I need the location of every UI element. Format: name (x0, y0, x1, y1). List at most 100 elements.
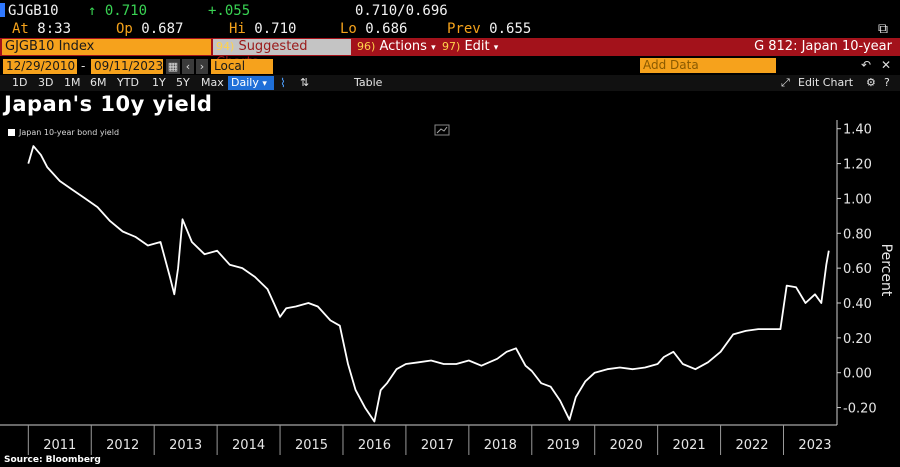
legend-label: Japan 10-year bond yield (18, 128, 119, 137)
prev-label: Prev (447, 21, 481, 37)
low-value: 0.686 (365, 21, 408, 37)
line-chart: 1.40 1.20 1.00 0.80 0.60 0.40 0.20 0.00 -0.20 20… (0, 120, 894, 455)
time-value: 8:33 (37, 21, 72, 37)
end-date-field[interactable]: 09/11/2023 (91, 59, 163, 74)
y-tick-label: -0.20 (843, 402, 877, 417)
prev-range-icon[interactable]: ‹ (182, 59, 194, 74)
edit-chart-icon[interactable]: ⤢ (781, 76, 790, 89)
actions-label: Actions (379, 39, 427, 54)
y-tick-label: 0.20 (843, 332, 872, 347)
x-tick-label: 2013 (169, 438, 202, 453)
bar-type-icon[interactable]: ⇅ (300, 76, 310, 89)
time-label: At (12, 21, 29, 37)
caret-down-icon: ▾ (493, 43, 499, 53)
y-tick-label: 0.00 (843, 367, 872, 382)
add-data-input[interactable]: Add Data (640, 58, 776, 73)
help-icon[interactable]: ? (884, 76, 890, 89)
period-1y[interactable]: 1Y (152, 76, 166, 89)
period-6m[interactable]: 6M (90, 76, 107, 89)
prev-value: 0.655 (489, 21, 532, 37)
chart-id: G 812: Japan 10-year (754, 39, 892, 54)
y-tick-label: 1.40 (843, 123, 872, 138)
x-tick-label: 2012 (106, 438, 139, 453)
frequency-select[interactable]: Daily ▾ (228, 76, 274, 90)
high-value: 0.710 (254, 21, 297, 37)
x-tick-label: 2016 (358, 438, 391, 453)
low-label: Lo (340, 21, 357, 37)
chart-type-toggle-icon[interactable] (434, 124, 450, 136)
date-separator: - (81, 59, 86, 73)
ticker-symbol[interactable]: GJGB10 (8, 3, 59, 19)
period-max[interactable]: Max (201, 76, 224, 89)
y-tick-label: 0.60 (843, 262, 872, 277)
popout-icon[interactable]: ⧉ (878, 21, 888, 37)
open-value: 0.687 (141, 21, 184, 37)
y-axis: 1.40 1.20 1.00 0.80 0.60 0.40 0.20 0.00 -0.20 (837, 123, 877, 417)
period-toolbar: 1D 3D 1M 6M YTD 1Y 5Y Max Daily ▾ ⌇ ⇅ Ta… (0, 75, 900, 91)
low-field: Lo 0.686 (340, 20, 407, 38)
calendar-icon[interactable]: ▦ (166, 59, 180, 74)
y-tick-label: 0.40 (843, 297, 872, 312)
x-tick-label: 2019 (547, 438, 580, 453)
series-line-japan-10y (27, 145, 830, 423)
start-date-field[interactable]: 12/29/2010 (3, 59, 77, 74)
x-tick-label: 2017 (421, 438, 454, 453)
prev-field: Prev 0.655 (447, 20, 531, 38)
frequency-value: Daily (231, 76, 259, 89)
period-3d[interactable]: 3D (38, 76, 54, 89)
actions-menu[interactable]: 96) Actions ▾ (357, 38, 436, 57)
up-arrow-icon: ↑ (88, 3, 97, 19)
bid-ask: 0.710/0.696 (355, 3, 448, 19)
edit-chart-button[interactable]: Edit Chart (798, 76, 854, 89)
undo-icon[interactable]: ↶ (860, 58, 872, 72)
legend: Japan 10-year bond yield (8, 128, 119, 137)
y-tick-label: 1.00 (843, 192, 872, 207)
caret-down-icon: ▾ (262, 79, 267, 89)
table-button[interactable]: Table (354, 76, 383, 89)
last-price-value: 0.710 (104, 3, 148, 19)
open-field: Op 0.687 (116, 20, 183, 38)
high-label: Hi (229, 21, 246, 37)
x-tick-label: 2014 (232, 438, 265, 453)
source-note: Source: Bloomberg (4, 455, 101, 465)
edit-menu[interactable]: 97) Edit ▾ (442, 38, 498, 57)
y-tick-label: 1.20 (843, 158, 872, 173)
close-icon[interactable]: ✕ (880, 58, 892, 72)
security-field[interactable]: GJGB10 Index (2, 39, 211, 55)
command-bar: GJGB10 Index 94) Suggested Charts 96) Ac… (0, 38, 900, 70)
x-tick-label: 2015 (295, 438, 328, 453)
line-chart-icon[interactable]: ⌇ (280, 76, 286, 90)
x-tick-label: 2018 (484, 438, 517, 453)
period-ytd[interactable]: YTD (117, 76, 139, 89)
edit-number: 97) (442, 40, 461, 53)
x-axis: 2011 2012 2013 2014 2015 2016 2017 2018 2019 2020… (27, 425, 832, 455)
net-change: +.055 (208, 3, 251, 19)
actions-number: 96) (357, 40, 376, 53)
next-range-icon[interactable]: › (196, 59, 208, 74)
date-range-toolbar: 12/29/2010 - 09/11/2023 ▦ ‹ › Local CCY … (0, 58, 900, 88)
chart-title: Japan's 10y yield (4, 92, 213, 116)
ticker-marker (0, 3, 5, 17)
x-tick-label: 2023 (798, 438, 831, 453)
currency-select[interactable]: Local CCY ▾ (211, 59, 273, 88)
suggested-charts-button[interactable]: 94) Suggested Charts (213, 39, 351, 70)
x-tick-label: 2020 (610, 438, 643, 453)
edit-label: Edit (464, 39, 490, 54)
quote-header: GJGB10 ↑ 0.710 +.055 0.710/0.696 At 8:33… (0, 0, 900, 38)
suggested-charts-number: 94) (216, 40, 235, 53)
settings-gear-icon[interactable]: ⚙ (866, 76, 876, 89)
last-price: ↑ 0.710 (88, 2, 147, 20)
high-field: Hi 0.710 (229, 20, 296, 38)
x-tick-label: 2011 (43, 438, 76, 453)
legend-swatch (8, 129, 15, 136)
open-label: Op (116, 21, 133, 37)
period-5y[interactable]: 5Y (176, 76, 190, 89)
period-1m[interactable]: 1M (64, 76, 81, 89)
time-field: At 8:33 (12, 20, 71, 38)
y-tick-label: 0.80 (843, 227, 872, 242)
caret-down-icon: ▾ (431, 43, 436, 53)
x-tick-label: 2022 (735, 438, 768, 453)
x-tick-label: 2021 (673, 438, 706, 453)
y-axis-label: Percent (878, 244, 894, 297)
period-1d[interactable]: 1D (12, 76, 28, 89)
